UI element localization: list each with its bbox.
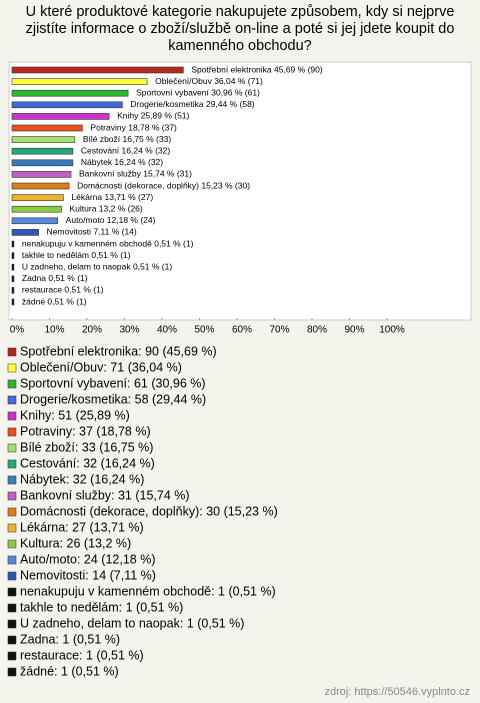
x-tick-label: 30%: [119, 325, 139, 336]
bar-label: Domácnosti (dekorace, doplňky) 15,23 % (…: [77, 180, 250, 190]
bar: [11, 147, 74, 155]
bar-label: Lékárna 13,71 % (27): [71, 192, 153, 202]
legend-swatch: [7, 603, 17, 613]
legend-label: U zadneho, delam to naopak: 1 (0,51 %): [20, 616, 244, 630]
bar: [11, 275, 15, 283]
bar-label: U zadneho, delam to naopak 0,51 % (1): [22, 261, 172, 271]
bar: [11, 113, 110, 120]
legend-label: takhle to nedělám: 1 (0,51 %): [20, 600, 183, 614]
bar: [11, 171, 72, 178]
x-tick-label: 50%: [194, 325, 214, 336]
bar-label: Drogerie/kosmetika 29,44 % (58): [130, 99, 254, 109]
bar-label: Bankovní služby 15,74 % (31): [79, 169, 192, 179]
legend-swatch: [7, 651, 17, 661]
bar-label: Nábytek 16,24 % (32): [81, 157, 163, 167]
bar: [11, 194, 64, 201]
bar-label: Sportovní vybavení 30,96 % (61): [136, 87, 260, 97]
bar: [11, 78, 148, 85]
bar-label: Kultura 13,2 % (26): [70, 203, 143, 213]
legend-label: Potraviny: 37 (18,78 %): [20, 424, 151, 438]
legend-label: Domácnosti (dekorace, doplňky): 30 (15,2…: [20, 504, 278, 518]
bar: [11, 89, 129, 97]
legend-swatch: [7, 395, 17, 405]
legend-label: Bílé zboží: 33 (16,75 %): [20, 440, 153, 454]
legend-swatch: [7, 667, 17, 677]
bar: [11, 124, 83, 132]
x-tick-label: 80%: [307, 325, 327, 336]
x-tick-label: 20%: [82, 325, 102, 336]
legend-swatch: [7, 523, 17, 533]
bar-label: Oblečení/Obuv 36,04 % (71): [155, 76, 263, 86]
bar-label: takhle to nedělám 0,51 % (1): [22, 250, 131, 260]
legend-swatch: [7, 475, 17, 485]
bar: [11, 229, 39, 236]
bar: [11, 298, 15, 306]
legend-swatch: [7, 443, 17, 453]
x-tick-label: 0%: [10, 325, 25, 336]
source: zdroj: https://50546.vyplnto.cz: [324, 686, 470, 698]
legend-swatch: [7, 539, 17, 549]
legend-swatch: [7, 459, 17, 469]
x-tick-label: 90%: [344, 325, 364, 336]
x-tick-label: 40%: [157, 325, 177, 336]
legend-label: Kultura: 26 (13,2 %): [20, 536, 131, 550]
legend-label: Auto/moto: 24 (12,18 %): [20, 552, 156, 566]
legend-swatch: [7, 347, 17, 357]
legend-label: Bankovní služby: 31 (15,74 %): [20, 488, 190, 502]
legend-swatch: [7, 555, 17, 565]
bar: [11, 287, 15, 294]
bar-label: Auto/moto 12,18 % (24): [66, 215, 156, 225]
legend-label: Lékárna: 27 (13,71 %): [20, 520, 144, 534]
bar-label: Bílé zboží 16,75 % (33): [83, 134, 172, 144]
bar: [11, 136, 76, 143]
legend-swatch: [7, 587, 17, 597]
bar-label: žádné 0,51 % (1): [22, 296, 87, 306]
bar: [11, 217, 58, 225]
x-tick-label: 10%: [44, 325, 64, 336]
bar: [11, 182, 70, 190]
bar: [11, 205, 62, 213]
x-tick-label: 100%: [379, 325, 405, 336]
bar: [11, 252, 15, 259]
legend-swatch: [7, 619, 17, 629]
bar-label: Nemovitosti 7,11 % (14): [47, 227, 137, 237]
legend-label: Nábytek: 32 (16,24 %): [20, 472, 144, 486]
bar-label: restaurace 0,51 % (1): [22, 285, 104, 295]
legend-label: restaurace: 1 (0,51 %): [20, 648, 144, 662]
x-tick-label: 60%: [232, 325, 252, 336]
legend-swatch: [7, 363, 17, 373]
bar: [11, 263, 15, 271]
legend-swatch: [7, 571, 17, 581]
legend-swatch: [7, 427, 17, 437]
bar: [11, 101, 123, 109]
legend-label: Drogerie/kosmetika: 58 (29,44 %): [20, 392, 206, 406]
bar-label: Zadna 0,51 % (1): [22, 273, 88, 283]
legend-swatch: [7, 491, 17, 501]
legend-label: Oblečení/Obuv: 71 (36,04 %): [20, 360, 182, 374]
chart-title: U které produktové kategorie nakupujete …: [25, 4, 455, 54]
bar-label: Cestování 16,24 % (32): [81, 145, 170, 155]
legend-label: Knihy: 51 (25,89 %): [20, 408, 130, 422]
legend-label: Nemovitosti: 14 (7,11 %): [20, 568, 156, 582]
legend-label: nenakupuju v kamenném obchodě: 1 (0,51 %…: [20, 584, 276, 598]
legend-swatch: [7, 411, 17, 421]
legend-label: žádné: 1 (0,51 %): [20, 664, 119, 678]
bar-label: Knihy 25,89 % (51): [117, 111, 189, 121]
legend-swatch: [7, 635, 17, 645]
bar: [11, 159, 74, 167]
legend-label: Spotřební elektronika: 90 (45,69 %): [20, 344, 217, 358]
legend-label: Zadna: 1 (0,51 %): [20, 632, 120, 646]
legend-swatch: [7, 507, 17, 517]
bar-label: nenakupuju v kamenném obchodě 0,51 % (1): [22, 238, 194, 248]
x-tick-label: 70%: [269, 325, 289, 336]
legend-label: Sportovní vybavení: 61 (30,96 %): [20, 376, 206, 390]
bar-label: Spotřební elektronika 45,69 % (90): [191, 64, 323, 74]
bar: [11, 66, 184, 74]
legend-swatch: [7, 379, 17, 389]
bar-label: Potraviny 18,78 % (37): [90, 122, 177, 132]
bar: [11, 240, 15, 248]
legend-label: Cestování: 32 (16,24 %): [20, 456, 155, 470]
